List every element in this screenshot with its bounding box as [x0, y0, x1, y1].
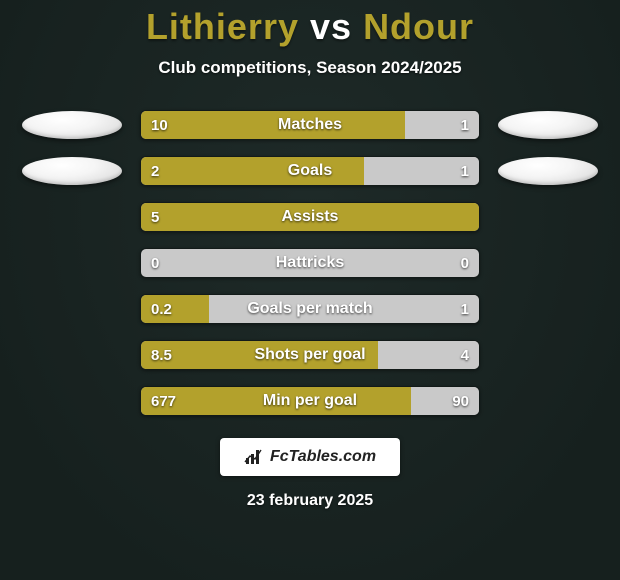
stat-label: Goals per match — [141, 295, 479, 323]
comparison-card: Lithierry vs Ndour Club competitions, Se… — [0, 0, 620, 580]
title-player-right: Ndour — [363, 6, 474, 47]
stat-row: 101Matches — [0, 110, 620, 140]
title-player-left: Lithierry — [146, 6, 299, 47]
stat-bar: 00Hattricks — [140, 248, 480, 278]
stat-label: Assists — [141, 203, 479, 231]
stat-row: 21Goals — [0, 156, 620, 186]
page-title: Lithierry vs Ndour — [146, 6, 474, 48]
player-marker-right — [498, 157, 598, 185]
stat-label: Min per goal — [141, 387, 479, 415]
stat-label: Matches — [141, 111, 479, 139]
stat-bar: 101Matches — [140, 110, 480, 140]
stat-row: 8.54Shots per goal — [0, 340, 620, 370]
stat-row: 0.21Goals per match — [0, 294, 620, 324]
stat-row: 5Assists — [0, 202, 620, 232]
stat-label: Goals — [141, 157, 479, 185]
player-marker-right — [498, 111, 598, 139]
stat-bar: 21Goals — [140, 156, 480, 186]
stat-bar: 0.21Goals per match — [140, 294, 480, 324]
stat-bar: 5Assists — [140, 202, 480, 232]
source-badge: FcTables.com — [220, 438, 400, 476]
stat-label: Hattricks — [141, 249, 479, 277]
source-badge-text: FcTables.com — [270, 448, 376, 466]
stat-bar: 67790Min per goal — [140, 386, 480, 416]
stat-label: Shots per goal — [141, 341, 479, 369]
subtitle: Club competitions, Season 2024/2025 — [158, 58, 461, 78]
stat-rows: 101Matches 21Goals 5Assists 00Hattricks 0.21… — [0, 110, 620, 416]
stat-bar: 8.54Shots per goal — [140, 340, 480, 370]
player-marker-left — [22, 111, 122, 139]
chart-icon — [244, 448, 264, 466]
stat-row: 67790Min per goal — [0, 386, 620, 416]
stat-row: 00Hattricks — [0, 248, 620, 278]
footer-date: 23 february 2025 — [247, 492, 373, 510]
player-marker-left — [22, 157, 122, 185]
title-vs: vs — [310, 6, 352, 47]
